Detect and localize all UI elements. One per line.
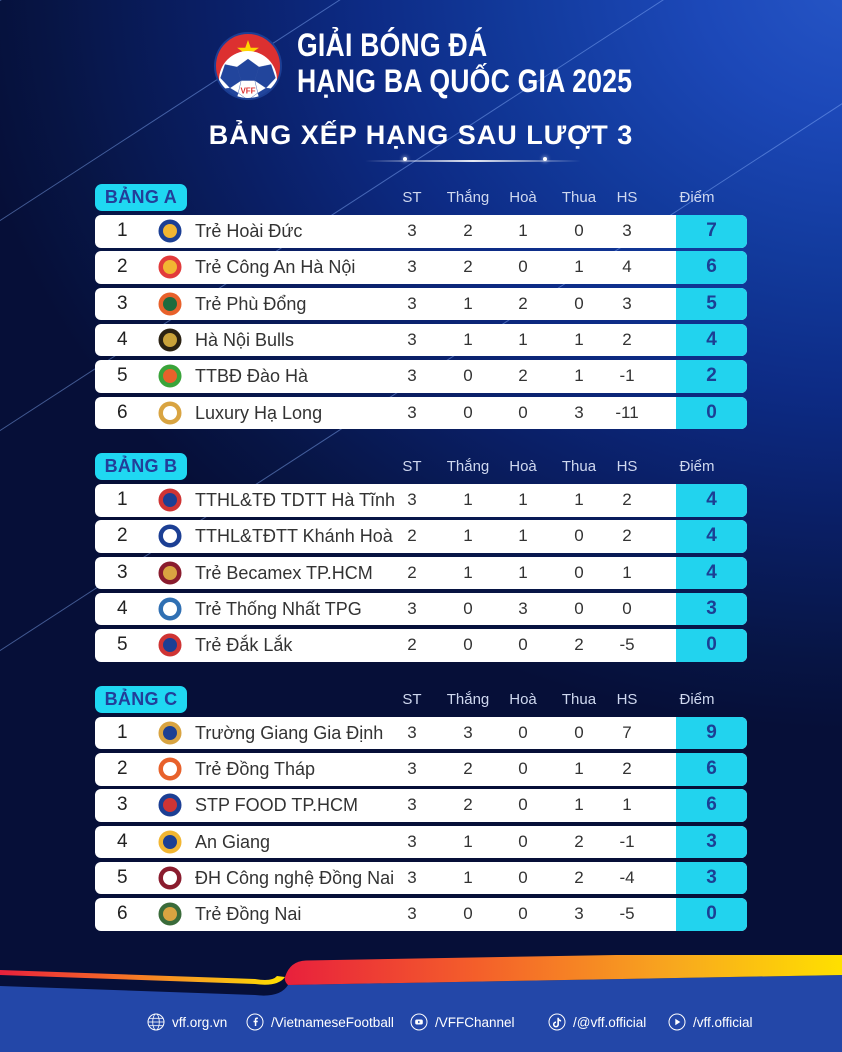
svg-text:VFF: VFF — [240, 87, 255, 96]
